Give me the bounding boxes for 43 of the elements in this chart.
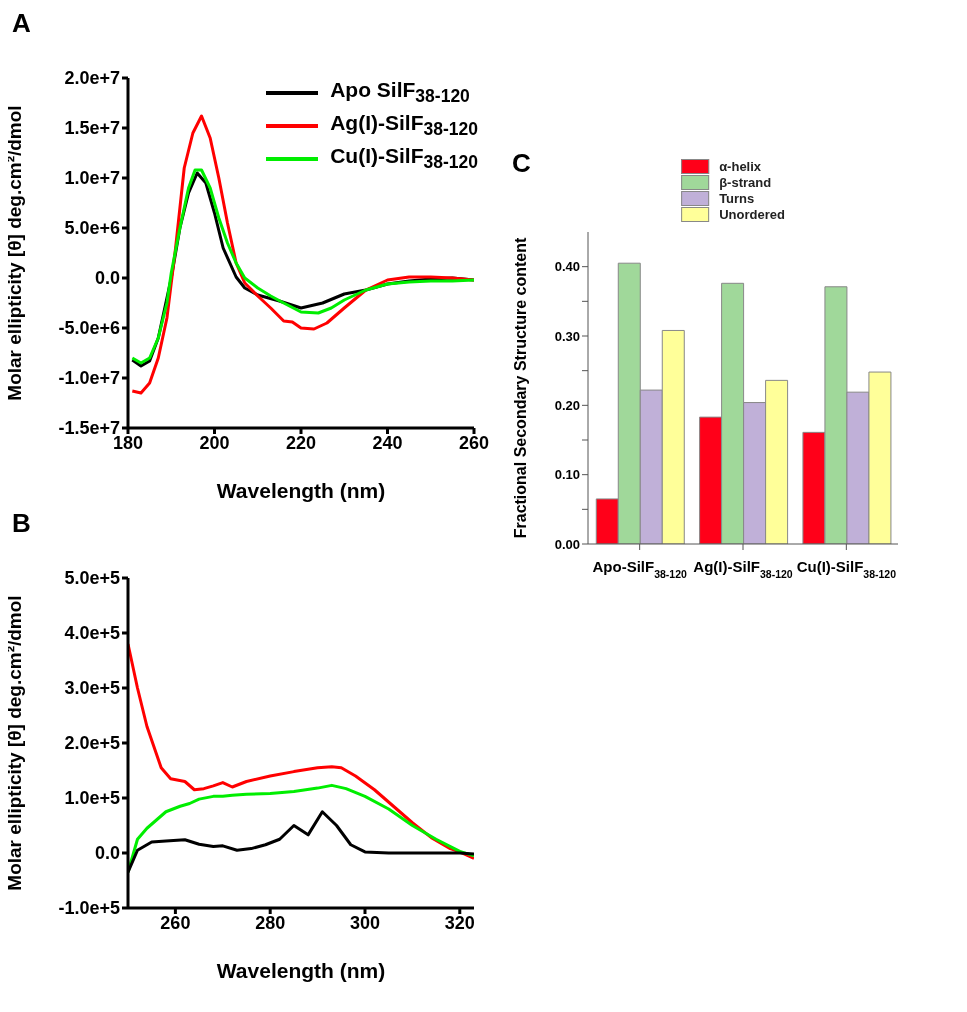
y-tick-label: 0.40 [554, 259, 580, 275]
x-tick-label: 280 [255, 912, 286, 933]
legend-label: α-helix [719, 158, 762, 174]
legend-label: Ag(I)-SilF$_{38-120}$ [330, 111, 478, 141]
x-tick-label: 320 [444, 912, 475, 933]
y-tick-label: 5.0e+6 [64, 218, 120, 239]
y-tick-label: 1.0e+7 [64, 168, 120, 189]
chart-title: A [12, 8, 31, 39]
y-tick-label: 0.0 [94, 268, 120, 289]
y-tick-label: 0.30 [554, 328, 580, 344]
y-tick-label: 1.5e+7 [64, 118, 120, 139]
y-tick-label: 0.20 [554, 397, 580, 413]
y-tick-label: 3.0e+5 [64, 678, 120, 699]
legend-label: Turns [719, 190, 755, 206]
x-tick-label: 200 [199, 432, 230, 453]
y-tick-label: 0.10 [554, 467, 580, 483]
legend-label: Unordered [719, 206, 785, 222]
y-tick-label: 4.0e+5 [64, 623, 120, 644]
x-axis-title: Wavelength (nm) [216, 479, 386, 502]
y-tick-label: -5.0e+6 [58, 318, 120, 339]
y-tick-label: 2.0e+7 [64, 68, 120, 89]
y-tick-label: 0.0 [94, 843, 120, 864]
x-tick-label: Ag(I)-SilF$_{38-120}$ [693, 558, 793, 580]
x-tick-label: Apo-SilF$_{38-120}$ [592, 558, 687, 580]
x-tick-label: 260 [458, 432, 490, 453]
y-tick-label: 1.0e+5 [64, 788, 120, 809]
x-tick-label: Cu(I)-SilF$_{38-120}$ [796, 558, 897, 580]
x-tick-label: 300 [349, 912, 381, 933]
y-tick-label: -1.0e+5 [58, 898, 120, 919]
y-axis-title: Fractional Secondary Structure content [511, 237, 529, 539]
legend-label: Apo SilF$_{38-120}$ [330, 78, 470, 108]
x-tick-label: 260 [160, 912, 191, 933]
x-tick-label: 220 [285, 432, 317, 453]
chart-title: C [512, 148, 531, 179]
x-tick-label: 240 [372, 432, 403, 453]
legend-label: Cu(I)-SilF$_{38-120}$ [330, 144, 478, 174]
y-tick-label: 0.00 [554, 536, 580, 552]
y-tick-label: 2.0e+5 [64, 733, 120, 754]
legend-label: β-strand [719, 174, 772, 190]
y-tick-label: -1.0e+7 [58, 368, 120, 389]
y-tick-label: 5.0e+5 [64, 568, 120, 589]
x-axis-title: Wavelength (nm) [216, 959, 386, 982]
chart-title: B [12, 508, 31, 539]
